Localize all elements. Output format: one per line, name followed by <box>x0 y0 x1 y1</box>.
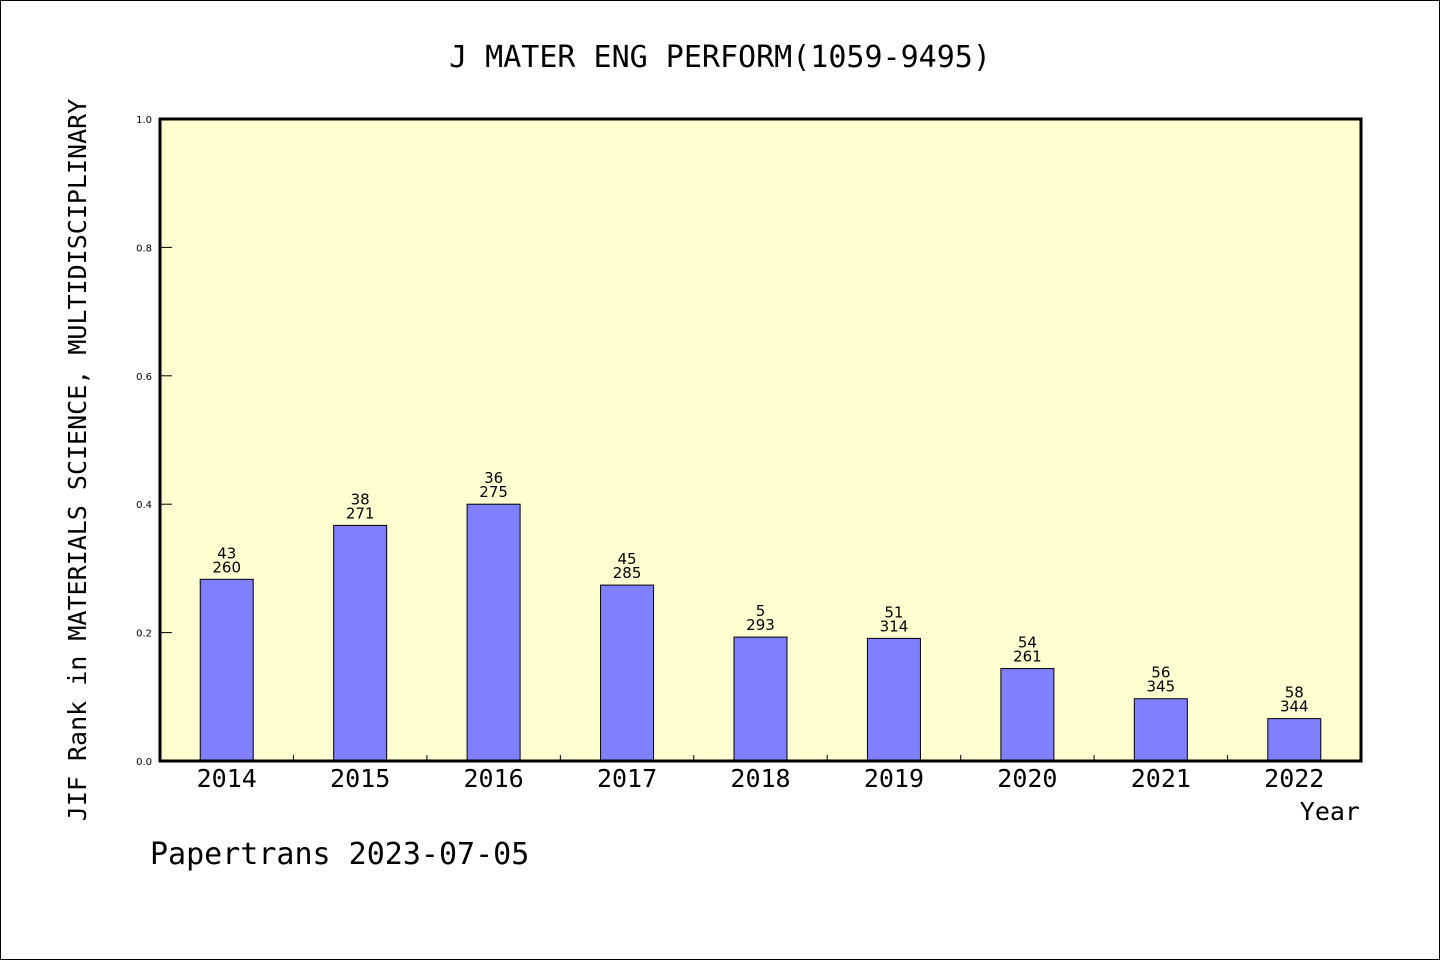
total-label-2015: 271 <box>346 504 375 522</box>
y-tick-label: 0.4 <box>136 500 152 511</box>
bar-2021 <box>1133 698 1188 762</box>
rank-label-2014: 43 <box>217 544 236 562</box>
plot-border <box>158 117 1363 763</box>
x-tick-label-2021: 2021 <box>1131 764 1191 793</box>
total-label-2022: 344 <box>1280 698 1309 716</box>
y-tick-label: 0.0 <box>136 757 152 768</box>
x-tick-label-2020: 2020 <box>997 764 1057 793</box>
x-tick-label-2016: 2016 <box>464 764 524 793</box>
x-tick-label-2018: 2018 <box>730 764 790 793</box>
bar-2016 <box>466 503 521 762</box>
rank-label-2022: 58 <box>1285 684 1304 702</box>
total-label-2019: 314 <box>880 617 909 635</box>
total-label-2017: 285 <box>613 564 642 582</box>
y-axis-label: JIF Rank in MATERIALS SCIENCE, MULTIDISC… <box>63 99 92 821</box>
rank-label-2016: 36 <box>484 469 503 487</box>
y-tick-label: 0.2 <box>136 629 152 640</box>
x-tick-label-2019: 2019 <box>864 764 924 793</box>
x-tick-label-2017: 2017 <box>597 764 657 793</box>
bar-2022 <box>1267 718 1322 762</box>
x-tick-label-2014: 2014 <box>197 764 257 793</box>
rank-label-2021: 56 <box>1151 664 1170 682</box>
chart-title: J MATER ENG PERFORM(1059-9495) <box>449 40 991 75</box>
y-tick-label: 0.8 <box>136 243 152 254</box>
y-tick-label: 0.6 <box>136 372 152 383</box>
rank-label-2020: 54 <box>1018 634 1037 652</box>
rank-label-2015: 38 <box>351 490 370 508</box>
total-label-2020: 261 <box>1013 648 1042 666</box>
x-tick-label-2022: 2022 <box>1264 764 1324 793</box>
rank-label-2018: 5 <box>756 602 766 620</box>
footer-credit: Papertrans 2023-07-05 <box>150 837 529 872</box>
bar-2015 <box>333 524 388 762</box>
total-label-2016: 275 <box>479 483 508 501</box>
total-label-2021: 345 <box>1147 678 1176 696</box>
total-label-2014: 260 <box>212 558 241 576</box>
rank-label-2017: 45 <box>618 550 637 568</box>
y-tick-label: 1.0 <box>136 115 152 126</box>
x-tick-label-2015: 2015 <box>330 764 390 793</box>
rank-label-2019: 51 <box>884 603 903 621</box>
bar-2017 <box>600 584 655 762</box>
total-label-2018: 293 <box>746 616 775 634</box>
bar-2019 <box>866 637 921 762</box>
bar-2014 <box>199 578 254 762</box>
bar-2018 <box>733 636 788 762</box>
x-axis-label: Year <box>1300 797 1360 826</box>
bar-2020 <box>1000 668 1055 762</box>
